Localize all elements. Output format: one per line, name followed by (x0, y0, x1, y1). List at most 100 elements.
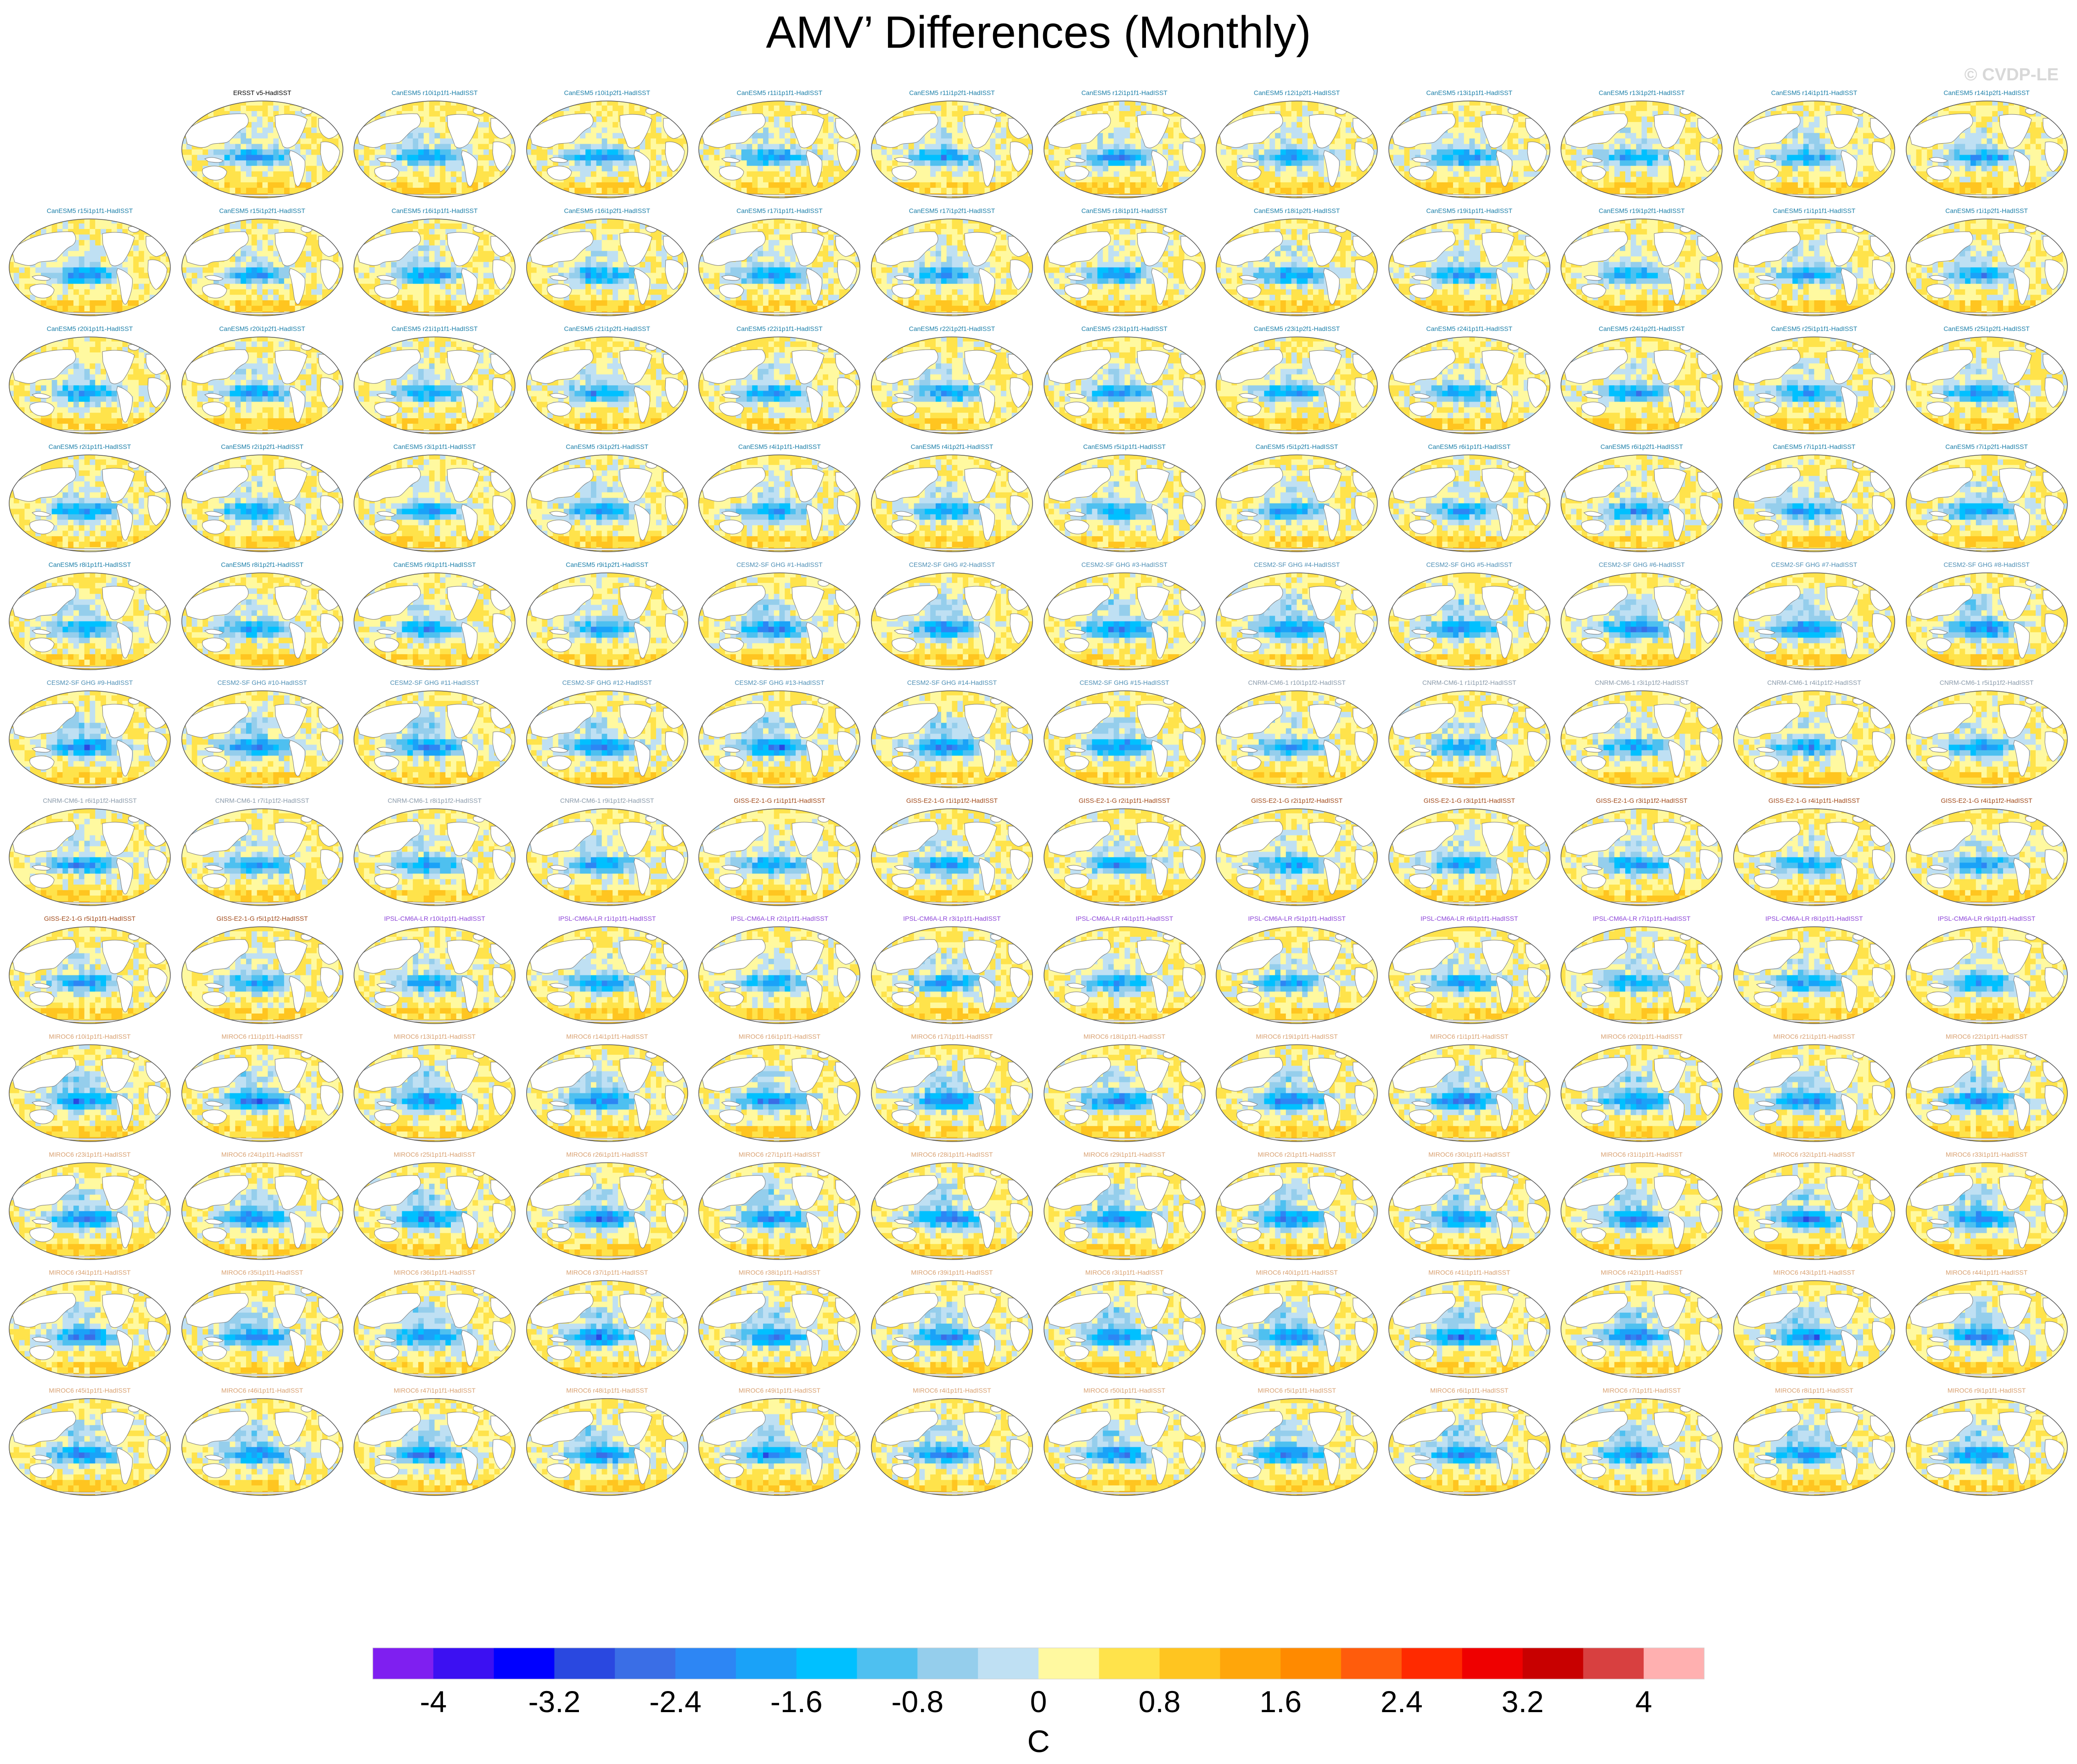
panel-title: CanESM5 r18i1p1f1-HadISST (1038, 207, 1211, 214)
map-panel: CESM2-SF GHG #8-HadISST (1901, 563, 2073, 678)
panel-title: GISS-E2-1-G r2i1p1f2-HadISST (1211, 797, 1383, 804)
map-panel: MIROC6 r41i1p1f1-HadISST (1383, 1271, 1555, 1385)
sst-difference-map (1043, 1280, 1206, 1378)
panel-title: MIROC6 r19i1p1f1-HadISST (1211, 1033, 1383, 1040)
panel-title: MIROC6 r3i1p1f1-HadISST (1038, 1269, 1211, 1276)
sst-difference-map (870, 1280, 1033, 1378)
panel-title: CanESM5 r5i1p1f1-HadISST (1038, 443, 1211, 450)
map-panel: CanESM5 r17i1p1f1-HadISST (693, 209, 865, 324)
map-panel: MIROC6 r25i1p1f1-HadISST (348, 1153, 521, 1267)
map-panel: MIROC6 r35i1p1f1-HadISST (176, 1271, 348, 1385)
panel-title: CanESM5 r19i1p2f1-HadISST (1555, 207, 1728, 214)
map-panel: IPSL-CM6A-LR r10i1p1f1-HadISST (348, 917, 521, 1031)
map-panel: IPSL-CM6A-LR r1i1p1f1-HadISST (521, 917, 693, 1031)
map-panel: MIROC6 r26i1p1f1-HadISST (521, 1153, 693, 1267)
colorbar-tick-label: 4 (1635, 1685, 1652, 1719)
panel-title: CanESM5 r13i1p1f1-HadISST (1383, 89, 1555, 96)
panel-title: CNRM-CM6-1 r8i1p1f2-HadISST (348, 797, 521, 804)
map-panel: MIROC6 r11i1p1f1-HadISST (176, 1035, 348, 1149)
panel-title: IPSL-CM6A-LR r7i1p1f1-HadISST (1555, 915, 1728, 922)
sst-difference-map (1733, 218, 1896, 317)
map-panel: CNRM-CM6-1 r9i1p1f2-HadISST (521, 799, 693, 913)
panel-title: MIROC6 r2i1p1f1-HadISST (1211, 1151, 1383, 1158)
sst-difference-map (870, 454, 1033, 553)
sst-difference-map (698, 1398, 861, 1496)
sst-difference-map (526, 218, 689, 317)
map-panel: GISS-E2-1-G r4i1p1f1-HadISST (1728, 799, 1900, 913)
sst-difference-map (870, 572, 1033, 671)
map-panel: CanESM5 r15i1p2f1-HadISST (176, 209, 348, 324)
sst-difference-map (526, 100, 689, 199)
map-panel: CanESM5 r15i1p1f1-HadISST (4, 209, 176, 324)
panel-title: MIROC6 r34i1p1f1-HadISST (4, 1269, 176, 1276)
sst-difference-map (1215, 1162, 1378, 1260)
panel-title: CanESM5 r15i1p1f1-HadISST (4, 207, 176, 214)
panel-title: CanESM5 r18i1p2f1-HadISST (1211, 207, 1383, 214)
map-panel: MIROC6 r19i1p1f1-HadISST (1211, 1035, 1383, 1149)
sst-difference-map (526, 336, 689, 435)
sst-difference-map (1733, 1280, 1896, 1378)
panel-title: CanESM5 r14i1p2f1-HadISST (1901, 89, 2073, 96)
map-panel: CanESM5 r21i1p2f1-HadISST (521, 327, 693, 442)
panel-title: CanESM5 r7i1p2f1-HadISST (1901, 443, 2073, 450)
panel-title: CESM2-SF GHG #12-HadISST (521, 679, 693, 686)
map-panel: CNRM-CM6-1 r8i1p1f2-HadISST (348, 799, 521, 913)
colorbar-tick-label: 0 (1030, 1685, 1047, 1719)
panel-title: CanESM5 r2i1p2f1-HadISST (176, 443, 348, 450)
panel-title: MIROC6 r40i1p1f1-HadISST (1211, 1269, 1383, 1276)
panel-title: MIROC6 r45i1p1f1-HadISST (4, 1387, 176, 1394)
sst-difference-map (1215, 926, 1378, 1025)
panel-title: CanESM5 r13i1p2f1-HadISST (1555, 89, 1728, 96)
map-panel: CanESM5 r13i1p2f1-HadISST (1555, 91, 1728, 206)
map-panel: MIROC6 r4i1p1f1-HadISST (866, 1389, 1038, 1503)
colorbar-swatch (736, 1648, 797, 1679)
colorbar-swatch (675, 1648, 736, 1679)
sst-difference-map (1905, 454, 2068, 553)
sst-difference-map (8, 454, 171, 553)
sst-difference-map (181, 1280, 344, 1378)
sst-difference-map (1215, 1044, 1378, 1142)
panel-title: CanESM5 r16i1p1f1-HadISST (348, 207, 521, 214)
sst-difference-map (8, 808, 171, 907)
sst-difference-map (526, 454, 689, 553)
colorbar-tick-label: -1.6 (770, 1685, 823, 1719)
map-panel: CanESM5 r19i1p1f1-HadISST (1383, 209, 1555, 324)
map-panel: IPSL-CM6A-LR r4i1p1f1-HadISST (1038, 917, 1211, 1031)
panel-title: MIROC6 r14i1p1f1-HadISST (521, 1033, 693, 1040)
panel-title: CESM2-SF GHG #15-HadISST (1038, 679, 1211, 686)
map-panel: GISS-E2-1-G r2i1p1f1-HadISST (1038, 799, 1211, 913)
map-panel: CanESM5 r1i1p1f1-HadISST (1728, 209, 1900, 324)
map-panel: MIROC6 r30i1p1f1-HadISST (1383, 1153, 1555, 1267)
sst-difference-map (1043, 100, 1206, 199)
map-panel: CESM2-SF GHG #9-HadISST (4, 681, 176, 795)
map-panel: CanESM5 r22i1p2f1-HadISST (866, 327, 1038, 442)
panel-title: MIROC6 r33i1p1f1-HadISST (1901, 1151, 2073, 1158)
sst-difference-map (1905, 336, 2068, 435)
map-panel: CanESM5 r8i1p2f1-HadISST (176, 563, 348, 678)
sst-difference-map (181, 454, 344, 553)
sst-difference-map (1388, 1044, 1551, 1142)
sst-difference-map (698, 1280, 861, 1378)
sst-difference-map (526, 690, 689, 789)
panel-title: MIROC6 r6i1p1f1-HadISST (1383, 1387, 1555, 1394)
panel-title: CanESM5 r17i1p1f1-HadISST (693, 207, 865, 214)
colorbar-swatch (373, 1648, 433, 1679)
sst-difference-map (698, 336, 861, 435)
panel-title: CanESM5 r1i1p1f1-HadISST (1728, 207, 1900, 214)
colorbar-swatch (917, 1648, 978, 1679)
panel-title: GISS-E2-1-G r4i1p1f2-HadISST (1901, 797, 2073, 804)
colorbar-swatch (1280, 1648, 1341, 1679)
panel-title: CanESM5 r20i1p2f1-HadISST (176, 325, 348, 332)
panel-title: CanESM5 r11i1p1f1-HadISST (693, 89, 865, 96)
panel-title: GISS-E2-1-G r3i1p1f1-HadISST (1383, 797, 1555, 804)
map-panel: CESM2-SF GHG #4-HadISST (1211, 563, 1383, 678)
panel-title: MIROC6 r35i1p1f1-HadISST (176, 1269, 348, 1276)
sst-difference-map (1043, 690, 1206, 789)
map-panel: GISS-E2-1-G r1i1p1f2-HadISST (866, 799, 1038, 913)
map-panel: IPSL-CM6A-LR r8i1p1f1-HadISST (1728, 917, 1900, 1031)
sst-difference-map (1215, 690, 1378, 789)
sst-difference-map (1560, 454, 1723, 553)
sst-difference-map (353, 1280, 516, 1378)
panel-title: CanESM5 r16i1p2f1-HadISST (521, 207, 693, 214)
sst-difference-map (181, 926, 344, 1025)
